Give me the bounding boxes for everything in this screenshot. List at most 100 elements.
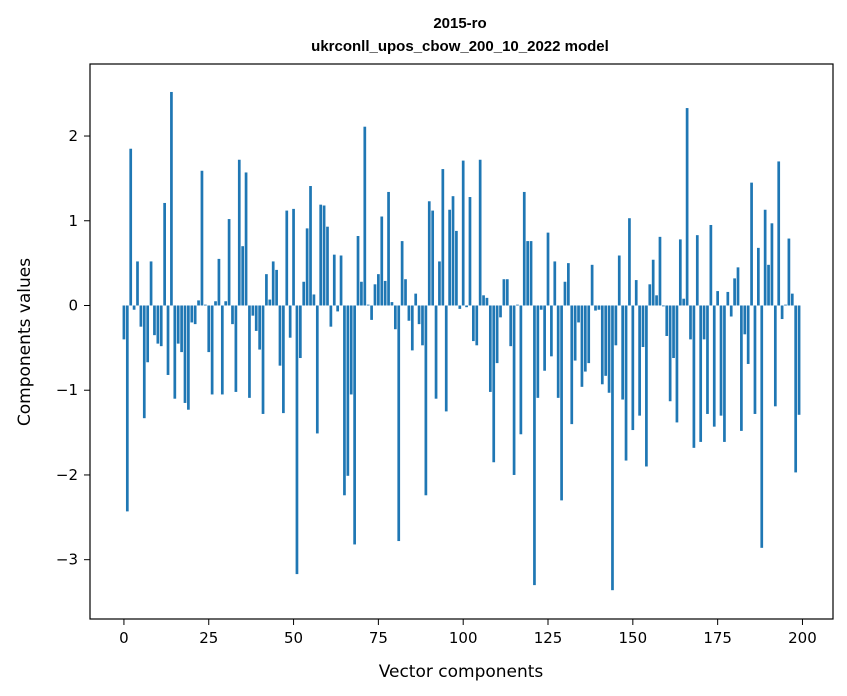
bar-36	[244, 172, 248, 306]
bar-96	[448, 209, 451, 306]
bar-20	[190, 305, 194, 323]
bar-2	[129, 148, 133, 306]
bar-147	[621, 305, 625, 400]
bar-8	[149, 261, 153, 306]
bar-33	[234, 305, 238, 392]
bar-156	[651, 259, 655, 306]
bar-51	[295, 305, 299, 575]
bar-50	[292, 208, 295, 306]
bar-100	[461, 160, 465, 306]
x-tick-label: 125	[534, 629, 563, 647]
bar-47	[282, 305, 285, 414]
bar-37	[248, 305, 251, 398]
bar-169	[695, 235, 699, 306]
x-axis-label: Vector components	[379, 662, 544, 682]
bar-166	[685, 108, 689, 306]
bar-42	[265, 274, 268, 306]
bar-140	[597, 305, 601, 310]
y-tick-label: −1	[56, 381, 78, 399]
bar-77	[383, 280, 387, 306]
bar-193	[777, 161, 781, 306]
bar-69	[356, 236, 360, 306]
bar-29	[220, 305, 224, 395]
bar-134	[577, 305, 580, 323]
bar-154	[645, 305, 648, 467]
bar-168	[692, 305, 696, 448]
bar-44	[271, 261, 275, 306]
x-tick-label: 100	[449, 629, 478, 647]
bar-115	[512, 305, 516, 475]
y-axis-ticks: −3 −2 −1 0 1 2	[56, 127, 90, 569]
bar-149	[628, 218, 631, 306]
bar-142	[604, 305, 608, 376]
x-tick-label: 0	[119, 629, 129, 647]
plot-frame	[89, 63, 834, 620]
bar-108	[488, 305, 492, 392]
bar-67	[349, 305, 353, 395]
bar-131	[567, 263, 570, 306]
bar-61	[329, 305, 333, 327]
bar-130	[563, 281, 567, 306]
bar-11	[159, 305, 163, 347]
bar-13	[166, 305, 170, 375]
bar-18	[183, 305, 187, 403]
bar-158	[658, 236, 662, 306]
bar-46	[278, 305, 282, 366]
bar-1	[125, 305, 129, 512]
bar-107	[485, 297, 489, 306]
bar-180	[733, 278, 736, 306]
bar-98	[455, 230, 458, 306]
bar-28	[217, 258, 221, 306]
y-axis-label: Components values	[15, 258, 35, 426]
bar-9	[153, 305, 156, 336]
bar-5	[139, 305, 143, 327]
bar-71	[363, 126, 367, 306]
y-tick-label: −2	[56, 466, 78, 484]
bar-148	[624, 305, 628, 461]
bar-85	[410, 305, 414, 351]
bar-12	[163, 202, 166, 306]
bar-191	[770, 223, 774, 306]
bar-34	[237, 159, 241, 306]
bar-58	[319, 204, 323, 306]
bar-84	[407, 305, 411, 321]
bar-94	[441, 169, 445, 306]
bar-52	[298, 305, 302, 359]
chart-title-line1: 2015-ro	[433, 15, 486, 32]
bar-170	[699, 305, 703, 442]
bar-49	[288, 305, 292, 338]
bar-112	[502, 279, 506, 306]
bar-4	[136, 261, 139, 306]
bar-161	[668, 305, 672, 402]
bar-7	[146, 305, 150, 363]
bar-198	[794, 305, 798, 473]
bar-55	[309, 186, 312, 306]
bar-197	[790, 293, 794, 306]
bar-70	[360, 281, 363, 306]
bar-146	[617, 255, 621, 306]
bar-128	[556, 305, 560, 398]
bar-97	[451, 196, 455, 306]
bar-187	[757, 247, 760, 306]
bar-24	[203, 304, 207, 306]
bar-62	[332, 254, 336, 306]
bar-144	[611, 305, 614, 591]
bar-175	[716, 291, 719, 306]
bar-179	[729, 305, 733, 317]
bar-0	[122, 305, 126, 340]
bar-41	[261, 305, 265, 414]
bar-93	[438, 261, 441, 306]
bar-165	[682, 298, 686, 306]
bar-54	[305, 228, 309, 306]
bar-101	[465, 305, 468, 308]
bar-123	[539, 305, 543, 310]
bar-194	[780, 305, 784, 320]
bar-177	[723, 305, 726, 442]
bar-65	[343, 305, 346, 496]
bar-167	[689, 305, 692, 340]
x-tick-label: 175	[703, 629, 732, 647]
bar-87	[417, 305, 421, 325]
bar-88	[421, 305, 424, 346]
bar-27	[214, 301, 217, 306]
x-tick-label: 50	[284, 629, 303, 647]
